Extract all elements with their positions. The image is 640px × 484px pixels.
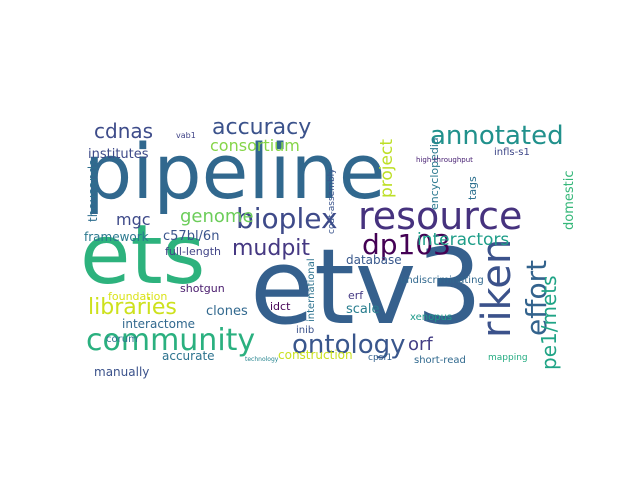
word-accurate: accurate: [162, 349, 215, 363]
word-foundation: foundation: [108, 290, 167, 303]
word-c57bl-6n: c57bl/6n: [163, 229, 219, 244]
word-idct: idct: [270, 300, 291, 313]
word-construction: construction: [278, 348, 353, 362]
word-scale: scale: [346, 302, 380, 317]
word-project: project: [377, 139, 397, 198]
word-tags: tags: [466, 176, 479, 200]
word-database: database: [346, 253, 402, 267]
word-accuracy: accuracy: [212, 115, 311, 140]
word-encyclopedia: encyclopedia: [428, 137, 441, 210]
word-institutes: institutes: [88, 147, 149, 162]
word-dp103: dp103: [362, 228, 451, 261]
word-thousands: thousands: [86, 160, 100, 222]
word-bioplex: bioplex: [236, 202, 338, 235]
word-ontology: ontology: [292, 330, 406, 360]
word-mgc: mgc: [116, 210, 151, 229]
word-effort: effort: [520, 260, 553, 336]
word-undiscriminating: undiscriminating: [400, 275, 484, 286]
word-consortium: consortium: [210, 136, 300, 155]
word-manually: manually: [94, 365, 149, 379]
word-high-throughput: high-throughput: [416, 156, 473, 164]
word-interactome: interactome: [122, 317, 195, 331]
word-coat-assembly: coat-assembly: [327, 168, 337, 234]
word-libraries: libraries: [88, 295, 177, 320]
word-cdnas: cdnas: [94, 119, 153, 143]
word-orf: orf: [408, 334, 433, 355]
word-interactors: interactors: [417, 230, 509, 250]
word-ets: ets: [80, 208, 205, 303]
word-inib: inib: [296, 325, 314, 336]
word-genome: genome: [180, 206, 254, 227]
word-technology: technology: [245, 356, 279, 363]
word-domestic: domestic: [562, 171, 577, 231]
word-erf: erf: [348, 289, 364, 302]
word-pipeline: pipeline: [84, 127, 386, 216]
word-resource: resource: [358, 194, 522, 238]
word-mudpit: mudpit: [232, 236, 310, 261]
word-infls-s1: infls-s1: [494, 147, 530, 158]
word-community: community: [86, 323, 255, 358]
word-xenopus: xenopus: [410, 312, 452, 323]
word-full-length: full-length: [165, 245, 221, 258]
word-etv3: etv3: [250, 226, 482, 348]
word-framework: framework: [84, 230, 149, 244]
word-clones: clones: [206, 304, 248, 319]
word-international: international: [306, 258, 317, 322]
word-corum: corum: [106, 334, 138, 345]
word-annotated: annotated: [430, 121, 564, 151]
word-cpsf1: cpsf1: [368, 353, 392, 363]
word-vab1: vab1: [176, 131, 196, 140]
word-short-read: short-read: [414, 355, 466, 366]
word-riken: riken: [474, 239, 520, 338]
word-pe1-mets: pe1/mets: [537, 275, 561, 370]
word-shotgun: shotgun: [180, 282, 225, 295]
word-mapping: mapping: [488, 353, 528, 363]
